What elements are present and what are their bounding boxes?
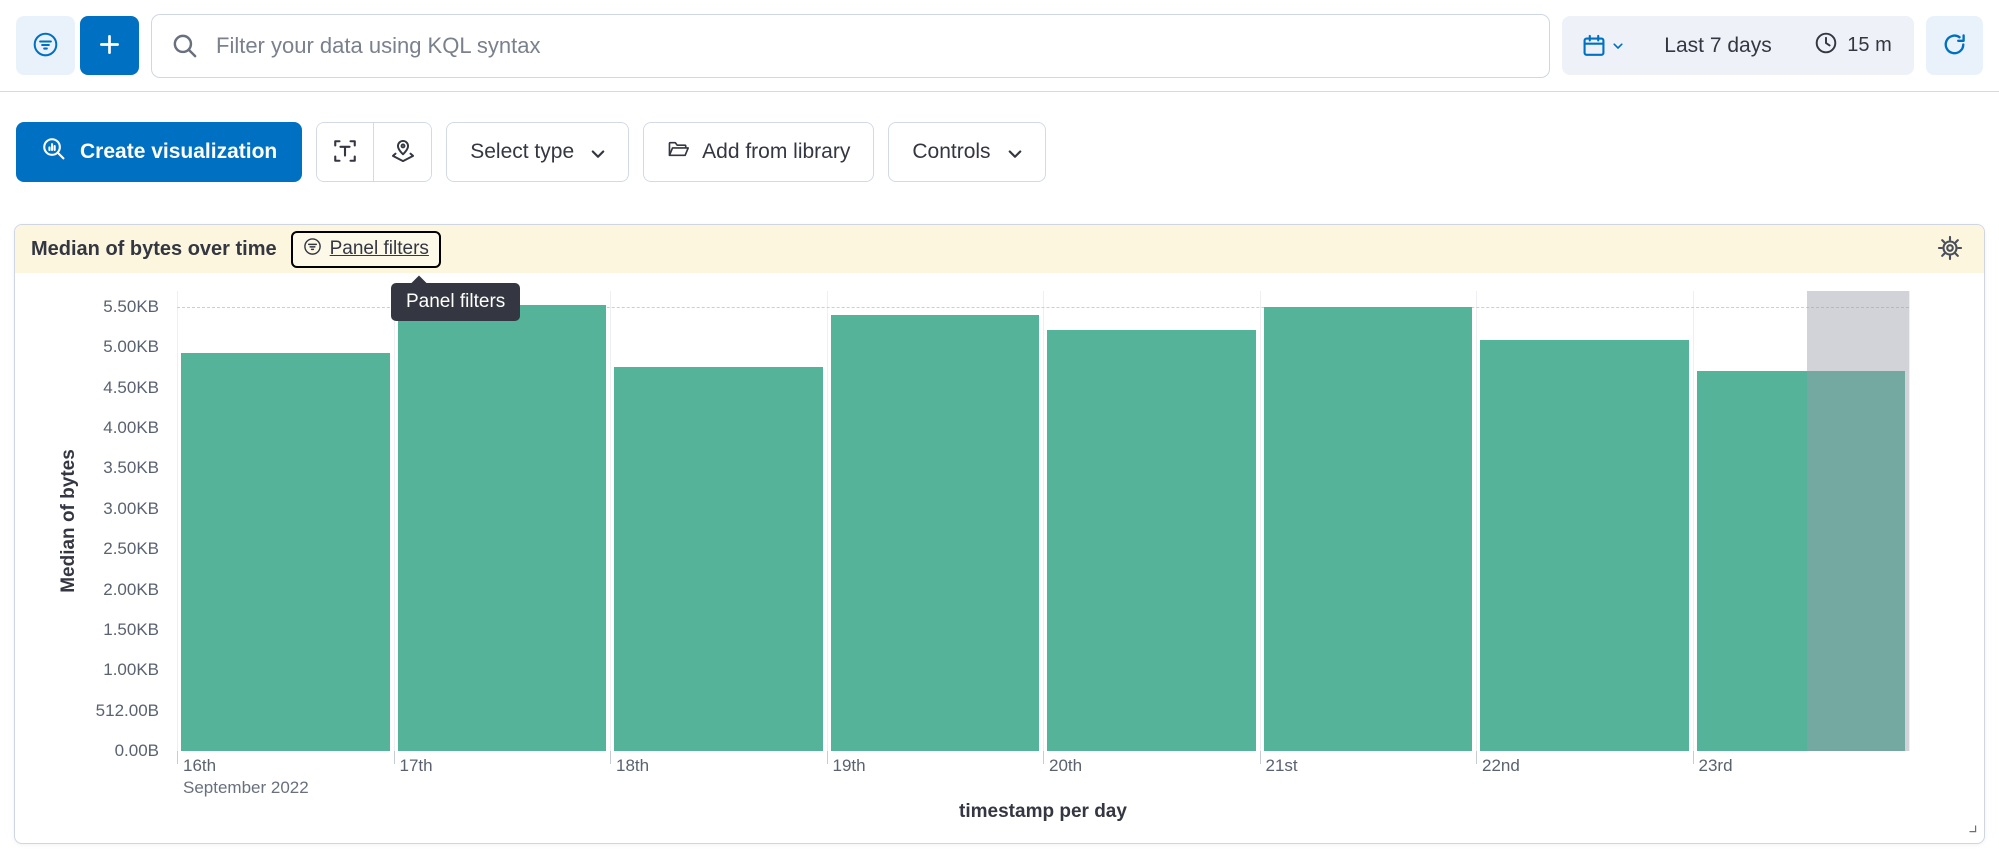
y-axis-tick-label: 3.00KB [103,498,159,518]
add-from-library-button[interactable]: Add from library [643,122,875,182]
panel-filters-button[interactable]: Panel filters [290,230,441,268]
x-axis-tick-label: 18th [616,756,650,775]
search-bar [151,13,1550,78]
y-axis-tick-label: 4.00KB [103,418,159,438]
add-text-button[interactable] [317,123,375,181]
chevron-down-icon [587,143,605,161]
y-axis-tick-label: 2.50KB [103,539,159,559]
kql-search-input[interactable] [151,13,1550,78]
partial-bucket-mask [1807,291,1909,751]
chart-bar[interactable] [1047,330,1256,751]
x-axis-tick [1259,751,1261,764]
chart-bar[interactable] [397,304,606,751]
lens-icon [41,136,67,168]
x-axis-title: timestamp per day [959,801,1127,822]
x-axis-tick-label: 19th [832,756,866,775]
panel-filters-label: Panel filters [329,238,429,259]
y-axis-tick-label: 512.00B [95,700,159,720]
x-axis-tick [1692,751,1694,764]
y-axis-tick-label: 0.00B [114,741,159,760]
dashed-gridline [177,307,1909,308]
chevron-down-icon [1610,38,1626,54]
folder-open-icon [667,138,690,166]
vertical-gridline [1476,291,1477,751]
create-visualization-label: Create visualization [80,140,278,163]
panel-settings-button[interactable] [1932,231,1968,267]
y-axis-tick-label: 5.50KB [103,297,159,316]
x-axis-tick-label: 22nd [1482,756,1520,775]
x-axis-secondary-label: September 2022 [183,778,309,797]
vertical-gridline [1043,291,1044,751]
filter-circle-icon [32,31,59,61]
plus-icon [96,31,123,61]
chevron-down-icon [1004,143,1022,161]
add-filter-button[interactable] [80,16,139,75]
calendar-icon [1581,33,1607,59]
controls-button[interactable]: Controls [888,122,1046,182]
x-axis-tick [1043,751,1044,764]
vertical-gridline [826,291,828,751]
date-range-display[interactable]: Last 7 days [1664,33,1772,57]
vertical-gridline [1909,291,1910,751]
x-axis-tick-label: 17th [399,756,433,775]
y-axis-tick-label: 4.50KB [103,377,159,397]
vertical-gridline [610,291,611,751]
chart-bar[interactable] [614,367,823,751]
x-axis-tick [610,751,611,764]
clock-icon [1814,31,1838,61]
select-type-button[interactable]: Select type [446,122,630,182]
y-axis-tick-label: 1.50KB [103,619,159,639]
panel-header: Median of bytes over time Panel filters [15,225,1984,273]
super-date-picker: Last 7 days 15 m [1562,16,1914,75]
vertical-gridline [177,291,178,751]
x-axis-tick [177,751,178,764]
gear-icon [1937,235,1963,264]
filter-circle-icon [303,237,322,262]
y-axis-tick-label: 1.00KB [103,660,159,680]
chart-bar[interactable] [181,352,390,751]
dashboard-panel: Median of bytes over time Panel filters … [14,224,1985,844]
tooltip-text: Panel filters [406,291,506,312]
add-map-button[interactable] [374,123,432,181]
vertical-gridline [393,291,395,751]
chart-bar[interactable] [1480,340,1689,751]
x-axis-tick [393,751,395,764]
map-marker-icon [390,138,416,167]
y-axis-tick-label: 3.50KB [103,458,159,478]
vertical-gridline [1259,291,1261,751]
chart-bar[interactable] [1696,371,1905,751]
chart-bar[interactable] [830,315,1039,751]
x-axis-tick [1476,751,1477,764]
panel-resize-handle[interactable] [1962,818,1977,838]
visualization-toolbar: Create visualization Select type [0,92,1999,182]
x-axis-tick [826,751,828,764]
y-axis-tick-label: 2.00KB [103,579,159,599]
search-icon [171,32,199,60]
refresh-interval-label: 15 m [1847,34,1892,56]
text-selection-icon [332,138,358,167]
panel-title: Median of bytes over time [31,237,277,260]
controls-label: Controls [912,140,991,163]
filter-menu-button[interactable] [16,16,75,75]
panel-filters-tooltip: Panel filters [391,283,521,321]
create-visualization-button[interactable]: Create visualization [16,122,303,182]
x-axis-tick-label: 21st [1265,756,1298,775]
x-axis-tick-label: 20th [1049,756,1083,775]
refresh-interval-button[interactable]: 15 m [1792,16,1914,75]
plot-area [177,291,1910,751]
vertical-gridline [1692,291,1694,751]
refresh-icon [1941,31,1968,61]
select-type-label: Select type [470,140,575,163]
y-axis-tick-label: 5.00KB [103,337,159,357]
x-axis-tick-label: 23rd [1698,756,1733,775]
chart-bar[interactable] [1263,307,1472,751]
date-quick-select-button[interactable] [1562,16,1644,75]
top-bar: Last 7 days 15 m [0,0,1999,92]
add-from-library-label: Add from library [702,140,851,163]
refresh-button[interactable] [1926,16,1983,75]
x-axis-tick-label: 16th [183,756,217,775]
annotation-button-group [316,122,433,182]
